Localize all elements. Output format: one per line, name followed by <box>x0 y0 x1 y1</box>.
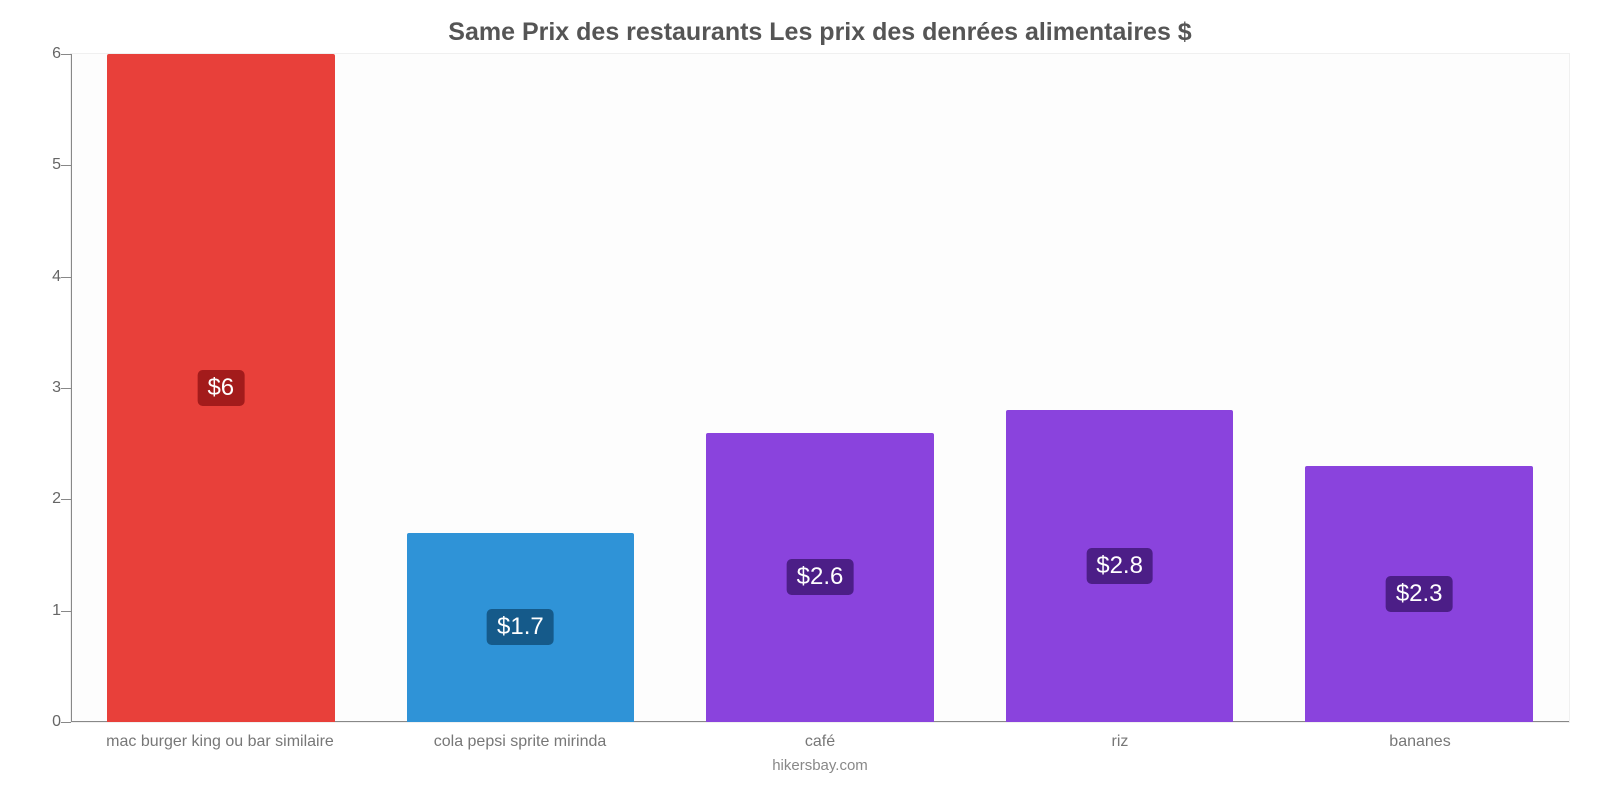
bar-value-label: $2.6 <box>787 559 854 595</box>
bar-slot: $2.6 <box>670 54 970 722</box>
bar-slot: $2.8 <box>970 54 1270 722</box>
y-tick-label: 5 <box>31 156 61 174</box>
bar-value-label: $2.3 <box>1386 576 1453 612</box>
y-tick-label: 6 <box>31 45 61 63</box>
bar-value-label: $2.8 <box>1086 548 1153 584</box>
bar-slot: $2.3 <box>1269 54 1569 722</box>
bar: $6 <box>107 54 335 722</box>
chart-title: Same Prix des restaurants Les prix des d… <box>70 18 1570 47</box>
chart-attribution: hikersbay.com <box>70 757 1570 774</box>
y-tick-label: 0 <box>31 713 61 731</box>
y-tick-label: 2 <box>31 490 61 508</box>
x-axis-label: bananes <box>1270 733 1570 751</box>
bar: $1.7 <box>407 533 635 722</box>
bars-container: $6 $1.7 $2.6 $2.8 $2.3 <box>71 54 1569 722</box>
y-tick <box>61 611 71 612</box>
x-axis-labels: mac burger king ou bar similairecola pep… <box>70 733 1570 751</box>
y-tick-label: 1 <box>31 602 61 620</box>
bar-value-label: $1.7 <box>487 609 554 645</box>
y-tick <box>61 388 71 389</box>
x-axis-label: riz <box>970 733 1270 751</box>
y-tick <box>61 722 71 723</box>
bar: $2.3 <box>1305 466 1533 722</box>
x-axis-label: café <box>670 733 970 751</box>
y-tick <box>61 277 71 278</box>
y-tick-label: 4 <box>31 268 61 286</box>
y-tick <box>61 54 71 55</box>
y-tick-label: 3 <box>31 379 61 397</box>
bar-value-label: $6 <box>197 370 244 406</box>
bar-slot: $6 <box>71 54 371 722</box>
x-axis-label: mac burger king ou bar similaire <box>70 733 370 751</box>
bar: $2.8 <box>1006 410 1234 722</box>
bar: $2.6 <box>706 433 934 722</box>
y-tick <box>61 165 71 166</box>
bar-slot: $1.7 <box>371 54 671 722</box>
plot-area: $6$1.7$2.6$2.8$2.3 0123456 <box>70 53 1570 723</box>
y-tick <box>61 499 71 500</box>
x-axis-label: cola pepsi sprite mirinda <box>370 733 670 751</box>
price-bar-chart: Same Prix des restaurants Les prix des d… <box>0 0 1600 800</box>
